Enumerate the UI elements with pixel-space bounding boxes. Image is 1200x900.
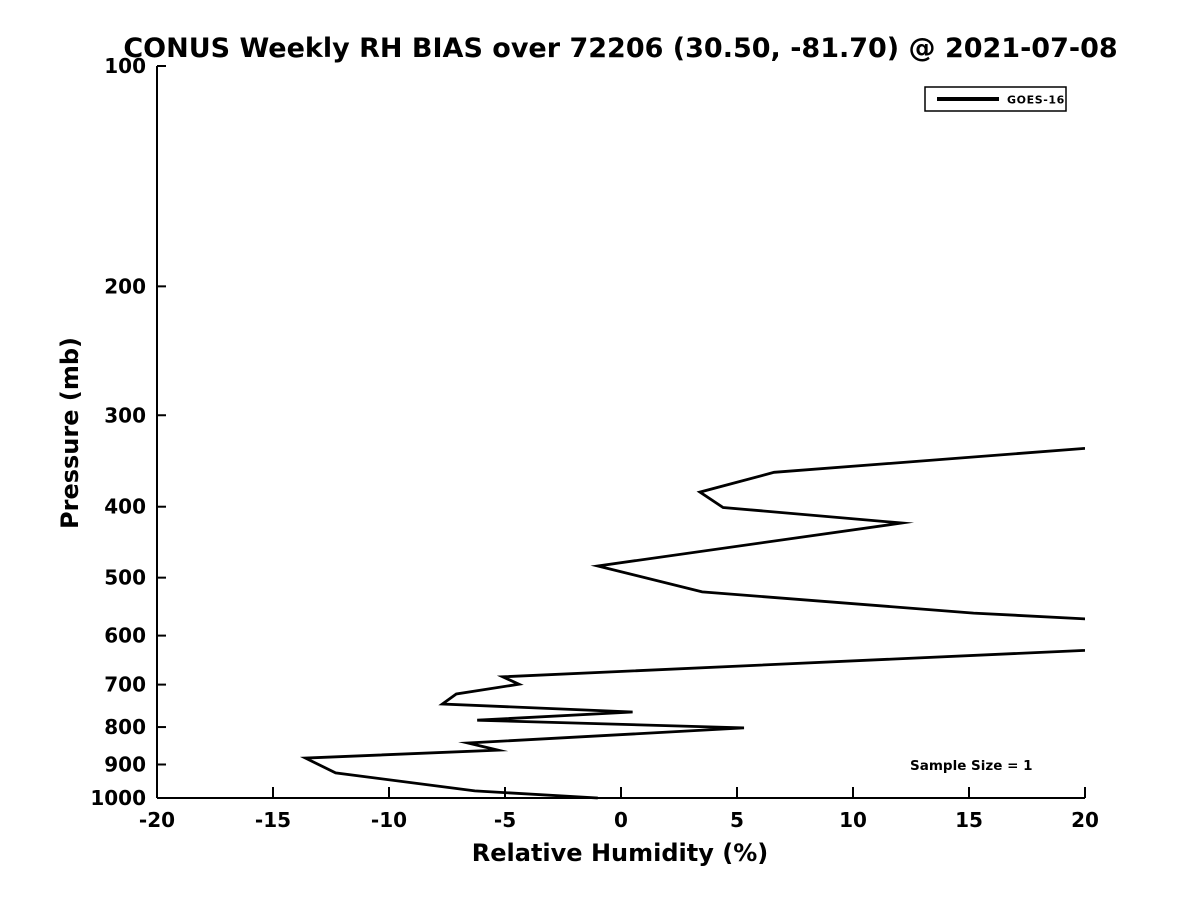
x-tick-label: 20 bbox=[1071, 808, 1099, 832]
y-tick-label: 800 bbox=[104, 715, 146, 739]
sample-size-annotation: Sample Size = 1 bbox=[910, 758, 1033, 774]
x-tick-label: -10 bbox=[371, 808, 407, 832]
legend: GOES-16 bbox=[924, 86, 1067, 112]
y-tick-label: 1000 bbox=[90, 786, 146, 810]
y-tick-label: 100 bbox=[104, 54, 146, 78]
x-axis-title: Relative Humidity (%) bbox=[472, 839, 768, 867]
x-axis-ticks bbox=[156, 787, 1086, 798]
y-axis-ticks bbox=[157, 65, 166, 799]
y-tick-label: 900 bbox=[104, 753, 146, 777]
y-tick-label: 500 bbox=[104, 566, 146, 590]
x-axis-tick-labels: -20 -15 -10 -5 0 5 10 15 20 bbox=[139, 808, 1099, 832]
x-tick-label: 0 bbox=[614, 808, 628, 832]
x-tick-label: -5 bbox=[494, 808, 516, 832]
chart-title: CONUS Weekly RH BIAS over 72206 (30.50, … bbox=[123, 33, 1117, 64]
x-tick-label: 5 bbox=[730, 808, 744, 832]
y-tick-label: 600 bbox=[104, 624, 146, 648]
y-axis-tick-labels: 100 200 300 400 500 600 700 800 900 1000 bbox=[90, 54, 146, 810]
legend-label: GOES-16 bbox=[1007, 94, 1065, 107]
y-tick-label: 300 bbox=[104, 403, 146, 427]
x-tick-label: -15 bbox=[255, 808, 291, 832]
x-tick-label: -20 bbox=[139, 808, 175, 832]
y-tick-label: 200 bbox=[104, 274, 146, 298]
y-tick-label: 400 bbox=[104, 495, 146, 519]
x-tick-label: 15 bbox=[955, 808, 983, 832]
goes16-series-line bbox=[299, 447, 1085, 800]
y-tick-label: 700 bbox=[104, 673, 146, 697]
x-tick-label: 10 bbox=[839, 808, 867, 832]
y-axis-title: Pressure (mb) bbox=[56, 337, 84, 529]
